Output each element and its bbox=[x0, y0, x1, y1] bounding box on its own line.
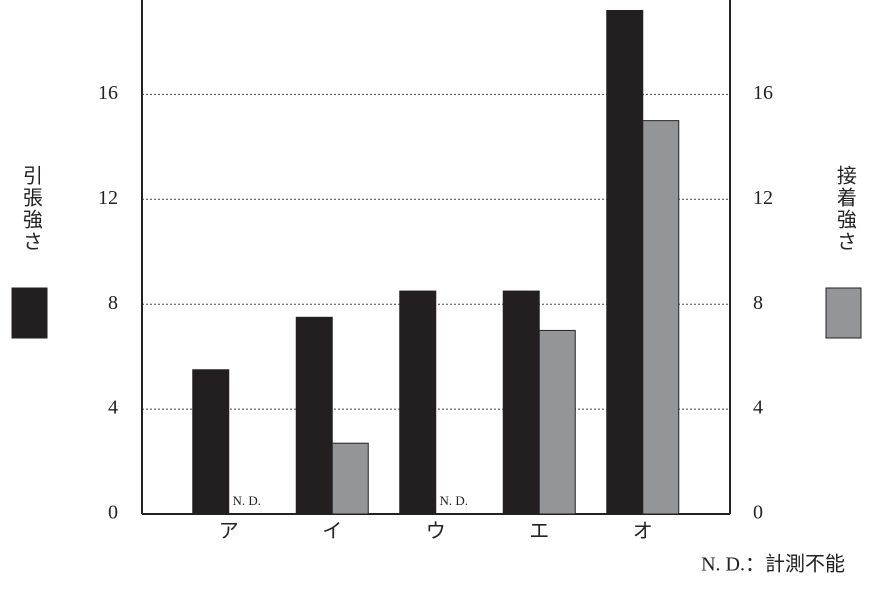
y-tick-label: 8 bbox=[108, 292, 118, 314]
y2-tick-label: 8 bbox=[753, 292, 763, 314]
note: N. D.：計測不能 bbox=[701, 553, 845, 576]
bar bbox=[606, 9, 644, 515]
y-tick-label: 16 bbox=[98, 82, 118, 104]
x-tick-label: エ bbox=[529, 521, 549, 543]
legend-swatch bbox=[825, 287, 862, 339]
value-label: N. D. bbox=[439, 493, 468, 508]
legend-label: 引張強さ bbox=[19, 165, 42, 253]
y2-tick-label: 12 bbox=[753, 187, 773, 209]
x-tick-label: ウ bbox=[426, 521, 446, 543]
bar bbox=[295, 316, 333, 515]
x-tick-label: オ bbox=[633, 521, 653, 543]
y2-tick-label: 4 bbox=[753, 397, 763, 419]
x-tick-label: イ bbox=[322, 521, 342, 543]
y-tick-label: 4 bbox=[108, 397, 118, 419]
legend-swatch bbox=[11, 287, 48, 339]
bar bbox=[642, 120, 680, 515]
y-tick-label: 0 bbox=[108, 502, 118, 524]
bar bbox=[192, 369, 230, 515]
y-tick-label: 12 bbox=[98, 187, 118, 209]
legend-label: 接着強さ bbox=[833, 165, 856, 253]
bar bbox=[538, 329, 576, 515]
y2-tick-label: 0 bbox=[753, 502, 763, 524]
value-label: N. D. bbox=[232, 493, 261, 508]
bar bbox=[502, 290, 540, 515]
bar bbox=[399, 290, 437, 515]
bar bbox=[331, 442, 369, 515]
y2-tick-label: 16 bbox=[753, 82, 773, 104]
x-tick-label: ア bbox=[219, 521, 239, 543]
